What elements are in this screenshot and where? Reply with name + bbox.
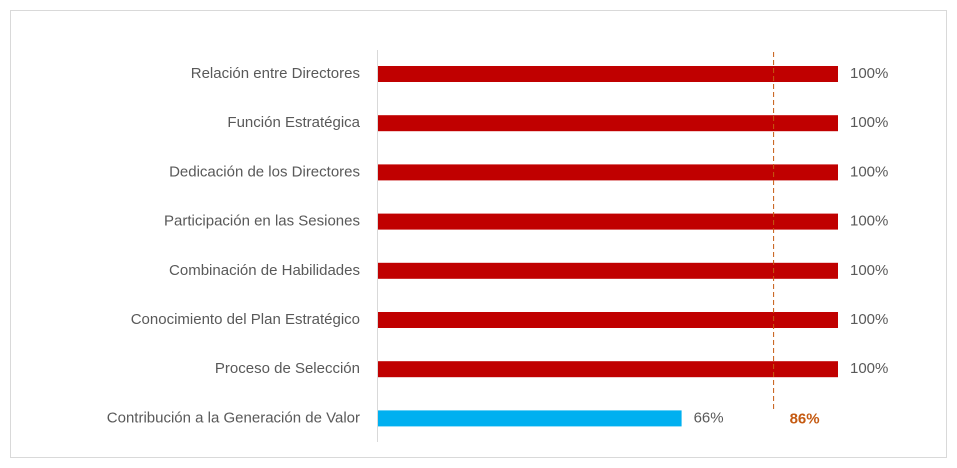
value-label: 100% — [850, 360, 888, 377]
reference-label: 86% — [790, 410, 820, 427]
category-label: Función Estratégica — [227, 114, 360, 131]
value-label: 66% — [694, 409, 724, 426]
bar — [378, 213, 838, 230]
value-label: 100% — [850, 163, 888, 180]
bar — [378, 410, 682, 427]
value-label: 100% — [850, 213, 888, 230]
chart-frame — [10, 10, 947, 458]
category-label: Participación en las Sesiones — [164, 213, 360, 230]
category-label: Relación entre Directores — [191, 65, 360, 82]
category-label: Conocimiento del Plan Estratégico — [131, 311, 360, 328]
category-label: Proceso de Selección — [215, 360, 360, 377]
category-label: Contribución a la Generación de Valor — [107, 409, 360, 426]
bar — [378, 361, 838, 378]
bar — [378, 262, 838, 279]
value-label: 100% — [850, 114, 888, 131]
bar — [378, 66, 838, 82]
bar — [378, 164, 838, 181]
bar — [378, 312, 838, 328]
category-label: Combinación de Habilidades — [169, 262, 360, 279]
value-label: 100% — [850, 65, 888, 82]
value-label: 100% — [850, 262, 888, 279]
value-label: 100% — [850, 311, 888, 328]
bar — [378, 115, 838, 132]
category-label: Dedicación de los Directores — [169, 163, 360, 180]
